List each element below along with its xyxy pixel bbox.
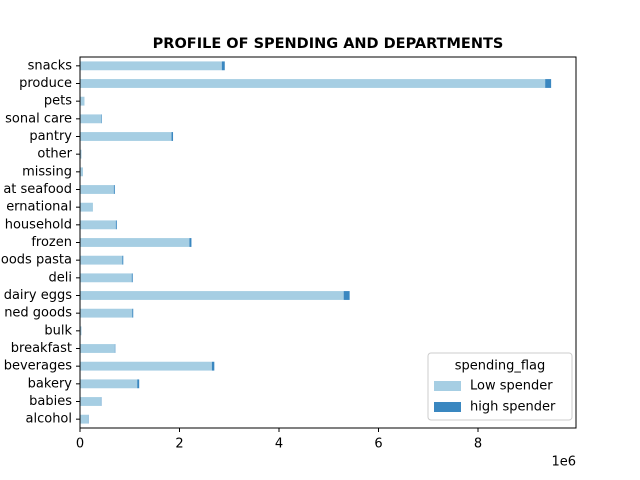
bar <box>137 379 140 389</box>
y-tick-label: ernational <box>6 200 72 215</box>
bar <box>115 220 117 230</box>
legend-swatch <box>434 381 461 391</box>
y-tick-label: oods pasta <box>1 253 72 268</box>
bar <box>80 149 82 159</box>
bar <box>80 132 172 141</box>
chart-title: PROFILE OF SPENDING AND DEPARTMENTS <box>153 36 504 52</box>
bar <box>80 344 115 353</box>
bar <box>80 273 132 283</box>
bar <box>80 61 222 71</box>
y-tick-label: alcohol <box>26 412 72 427</box>
bar <box>80 185 114 194</box>
y-tick-label: breakfast <box>11 341 72 356</box>
y-tick-label: snacks <box>28 58 73 73</box>
y-tick-label: pantry <box>29 129 72 144</box>
bar <box>80 308 133 318</box>
x-tick-label: 8 <box>474 437 482 452</box>
bar <box>113 185 115 194</box>
y-tick-label: deli <box>49 270 72 285</box>
bar <box>211 361 215 371</box>
bar <box>80 255 123 265</box>
x-tick-label: 4 <box>275 437 283 452</box>
bar <box>80 397 101 406</box>
x-tick-label: 0 <box>76 437 84 452</box>
y-tick-label: pets <box>44 94 72 109</box>
bar <box>189 238 192 247</box>
bar <box>80 361 212 371</box>
y-tick-label: at seafood <box>3 182 72 197</box>
legend-swatch <box>434 402 461 412</box>
bar <box>80 167 83 177</box>
y-tick-label: beverages <box>4 359 73 374</box>
y-tick-label: dairy eggs <box>4 288 73 303</box>
y-tick-label: produce <box>19 76 72 91</box>
x-tick-label: 2 <box>175 437 183 452</box>
plot-frame <box>79 56 577 429</box>
bar <box>132 308 134 318</box>
y-tick-label: ned goods <box>4 306 72 321</box>
bar <box>80 326 82 336</box>
bar <box>131 273 133 283</box>
bar <box>221 61 225 71</box>
legend-label: Low spender <box>470 379 553 394</box>
legend-label: high spender <box>470 400 556 415</box>
bar <box>122 255 124 265</box>
y-tick-label: babies <box>29 394 72 409</box>
bar <box>80 291 344 300</box>
bar <box>343 291 350 300</box>
bar <box>80 114 102 124</box>
legend-title: spending_flag <box>455 359 546 374</box>
bar <box>80 238 190 247</box>
legend-box <box>427 352 573 421</box>
y-tick-label: other <box>37 147 72 162</box>
bar <box>171 132 174 141</box>
bar <box>80 220 116 230</box>
bar <box>80 414 88 424</box>
bar <box>80 202 93 212</box>
x-offset-label: 1e6 <box>551 455 576 470</box>
x-tick-label: 6 <box>374 437 382 452</box>
y-tick-label: frozen <box>31 235 72 250</box>
y-tick-label: sonal care <box>5 111 72 126</box>
bar <box>545 79 552 88</box>
bar <box>80 96 85 106</box>
y-tick-label: missing <box>22 164 72 179</box>
y-tick-label: bulk <box>44 323 72 338</box>
bar <box>80 79 546 88</box>
y-tick-label: household <box>5 217 72 232</box>
legend: spending_flag Low spender high spender <box>427 352 573 421</box>
bar <box>80 379 138 389</box>
y-tick-label: bakery <box>28 376 73 391</box>
